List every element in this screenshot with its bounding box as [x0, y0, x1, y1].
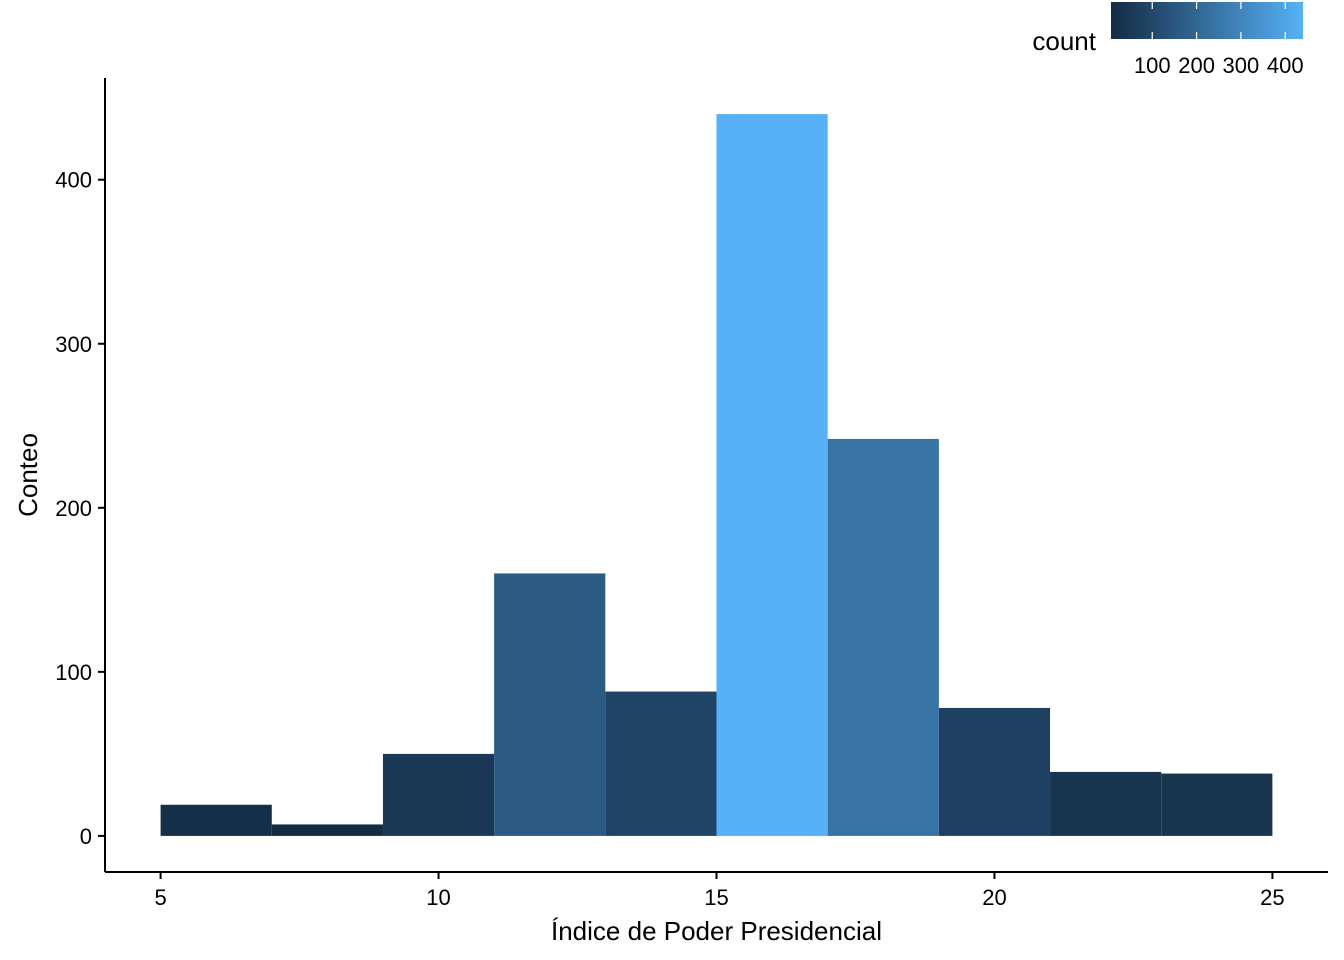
histogram-bar-2	[271, 824, 383, 836]
x-tick-label: 5	[154, 885, 166, 910]
histogram-bar-3	[382, 753, 495, 836]
legend-title: count	[1032, 26, 1096, 56]
legend-ticks: 100 200 300 400	[1134, 2, 1304, 78]
x-tick-label: 10	[426, 885, 450, 910]
y-ticks: 0 100 200 300 400	[55, 168, 105, 849]
y-tick-label: 400	[55, 168, 92, 193]
y-axis-title: Conteo	[13, 433, 43, 517]
legend-colorbar	[1111, 2, 1303, 39]
histogram-bar-10	[1161, 773, 1273, 836]
histogram-bar-1	[160, 804, 272, 836]
y-tick-label: 100	[55, 660, 92, 685]
y-tick-label: 300	[55, 332, 92, 357]
histogram-bar-6	[716, 114, 828, 836]
x-tick-label: 15	[704, 885, 728, 910]
histogram-bar-7	[827, 438, 939, 836]
axes-group: 0 100 200 300 400 5 10 15 20 25	[55, 78, 1328, 910]
x-tick-label: 25	[1260, 885, 1284, 910]
x-tick-label: 20	[982, 885, 1006, 910]
histogram-bar-5	[605, 691, 717, 836]
x-axis-title: Índice de Poder Presidencial	[551, 916, 882, 946]
bars-group	[160, 114, 1273, 836]
y-tick-label: 200	[55, 496, 92, 521]
histogram-bar-9	[1050, 771, 1162, 836]
legend-label: 400	[1267, 53, 1304, 78]
x-ticks: 5 10 15 20 25	[154, 872, 1285, 910]
legend-label: 300	[1223, 53, 1260, 78]
legend-label: 100	[1134, 53, 1171, 78]
color-legend: count 100 200 300 400	[1032, 2, 1304, 78]
histogram-bar-4	[494, 573, 606, 836]
y-tick-label: 0	[80, 824, 92, 849]
legend-label: 200	[1178, 53, 1215, 78]
histogram-bar-8	[938, 707, 1051, 836]
